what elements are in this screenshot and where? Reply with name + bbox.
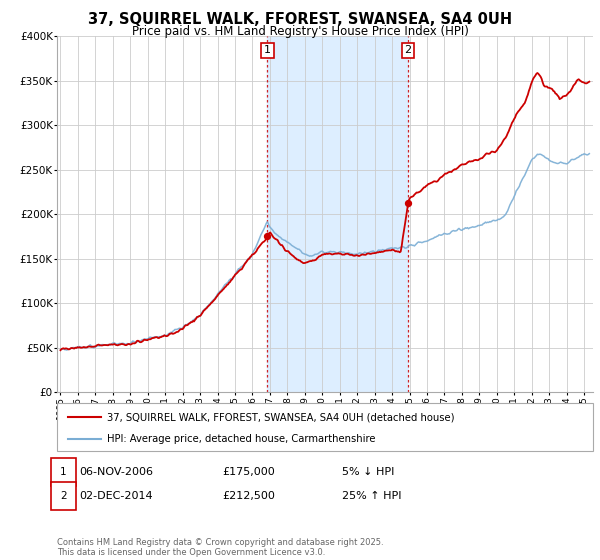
Text: HPI: Average price, detached house, Carmarthenshire: HPI: Average price, detached house, Carm… [107,434,376,444]
Text: 06-NOV-2006: 06-NOV-2006 [79,466,153,477]
Text: 37, SQUIRREL WALK, FFOREST, SWANSEA, SA4 0UH (detached house): 37, SQUIRREL WALK, FFOREST, SWANSEA, SA4… [107,413,454,422]
Text: Price paid vs. HM Land Registry's House Price Index (HPI): Price paid vs. HM Land Registry's House … [131,25,469,38]
Text: 37, SQUIRREL WALK, FFOREST, SWANSEA, SA4 0UH: 37, SQUIRREL WALK, FFOREST, SWANSEA, SA4… [88,12,512,27]
Point [403,199,413,208]
Text: £212,500: £212,500 [222,491,275,501]
Text: 02-DEC-2014: 02-DEC-2014 [79,491,153,501]
Bar [268,36,408,392]
Point [263,232,272,241]
Text: 1: 1 [264,45,271,55]
Text: Contains HM Land Registry data © Crown copyright and database right 2025.
This d: Contains HM Land Registry data © Crown c… [57,538,383,557]
Text: 25% ↑ HPI: 25% ↑ HPI [342,491,401,501]
Text: 5% ↓ HPI: 5% ↓ HPI [342,466,394,477]
Text: 2: 2 [60,491,67,501]
Text: 2: 2 [404,45,412,55]
Text: £175,000: £175,000 [222,466,275,477]
Text: 1: 1 [60,466,67,477]
